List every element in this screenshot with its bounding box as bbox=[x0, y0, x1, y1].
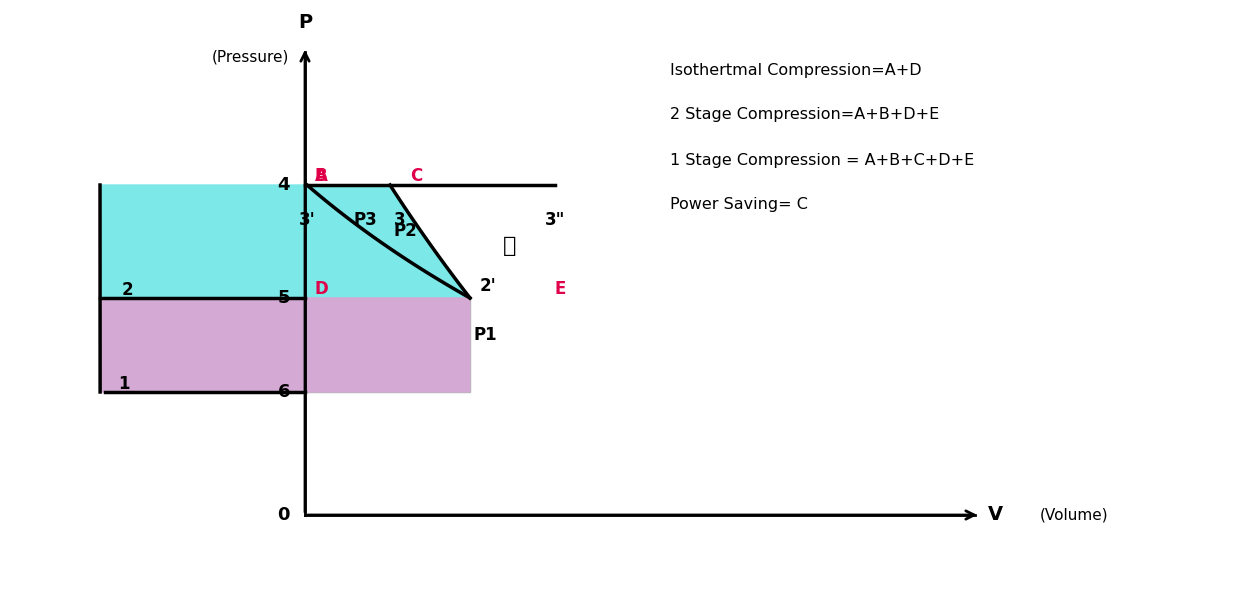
Text: C: C bbox=[410, 167, 422, 185]
Polygon shape bbox=[305, 185, 470, 298]
Circle shape bbox=[488, 230, 532, 274]
Polygon shape bbox=[305, 298, 470, 392]
Text: B: B bbox=[315, 167, 327, 185]
Polygon shape bbox=[307, 185, 470, 298]
Text: P3: P3 bbox=[353, 211, 377, 229]
Text: 2': 2' bbox=[480, 277, 497, 295]
Text: 2 Stage Compression=A+B+D+E: 2 Stage Compression=A+B+D+E bbox=[669, 108, 939, 122]
Text: 1: 1 bbox=[119, 375, 130, 393]
Text: E: E bbox=[555, 280, 566, 298]
Text: V: V bbox=[988, 506, 1003, 524]
Text: A: A bbox=[315, 167, 328, 185]
Text: P: P bbox=[299, 13, 312, 32]
Text: 3: 3 bbox=[395, 211, 406, 229]
Text: 6: 6 bbox=[277, 383, 290, 401]
Polygon shape bbox=[100, 185, 470, 298]
Text: 3": 3" bbox=[545, 211, 566, 229]
Text: P1: P1 bbox=[473, 326, 497, 344]
Text: 0: 0 bbox=[277, 506, 290, 524]
Text: D: D bbox=[315, 280, 328, 298]
Text: 4: 4 bbox=[277, 176, 290, 194]
Text: 🌿: 🌿 bbox=[503, 236, 517, 256]
Text: (Volume): (Volume) bbox=[1040, 507, 1109, 523]
Text: 1 Stage Compression = A+B+C+D+E: 1 Stage Compression = A+B+C+D+E bbox=[669, 152, 974, 168]
Text: P2: P2 bbox=[393, 223, 417, 241]
Text: (Pressure): (Pressure) bbox=[211, 50, 289, 64]
Polygon shape bbox=[100, 298, 470, 392]
Text: 3': 3' bbox=[299, 211, 316, 229]
Text: Power Saving= C: Power Saving= C bbox=[669, 198, 808, 212]
Text: Isothertmal Compression=A+D: Isothertmal Compression=A+D bbox=[669, 62, 922, 78]
Text: 2: 2 bbox=[122, 281, 134, 299]
Text: 5: 5 bbox=[277, 289, 290, 307]
